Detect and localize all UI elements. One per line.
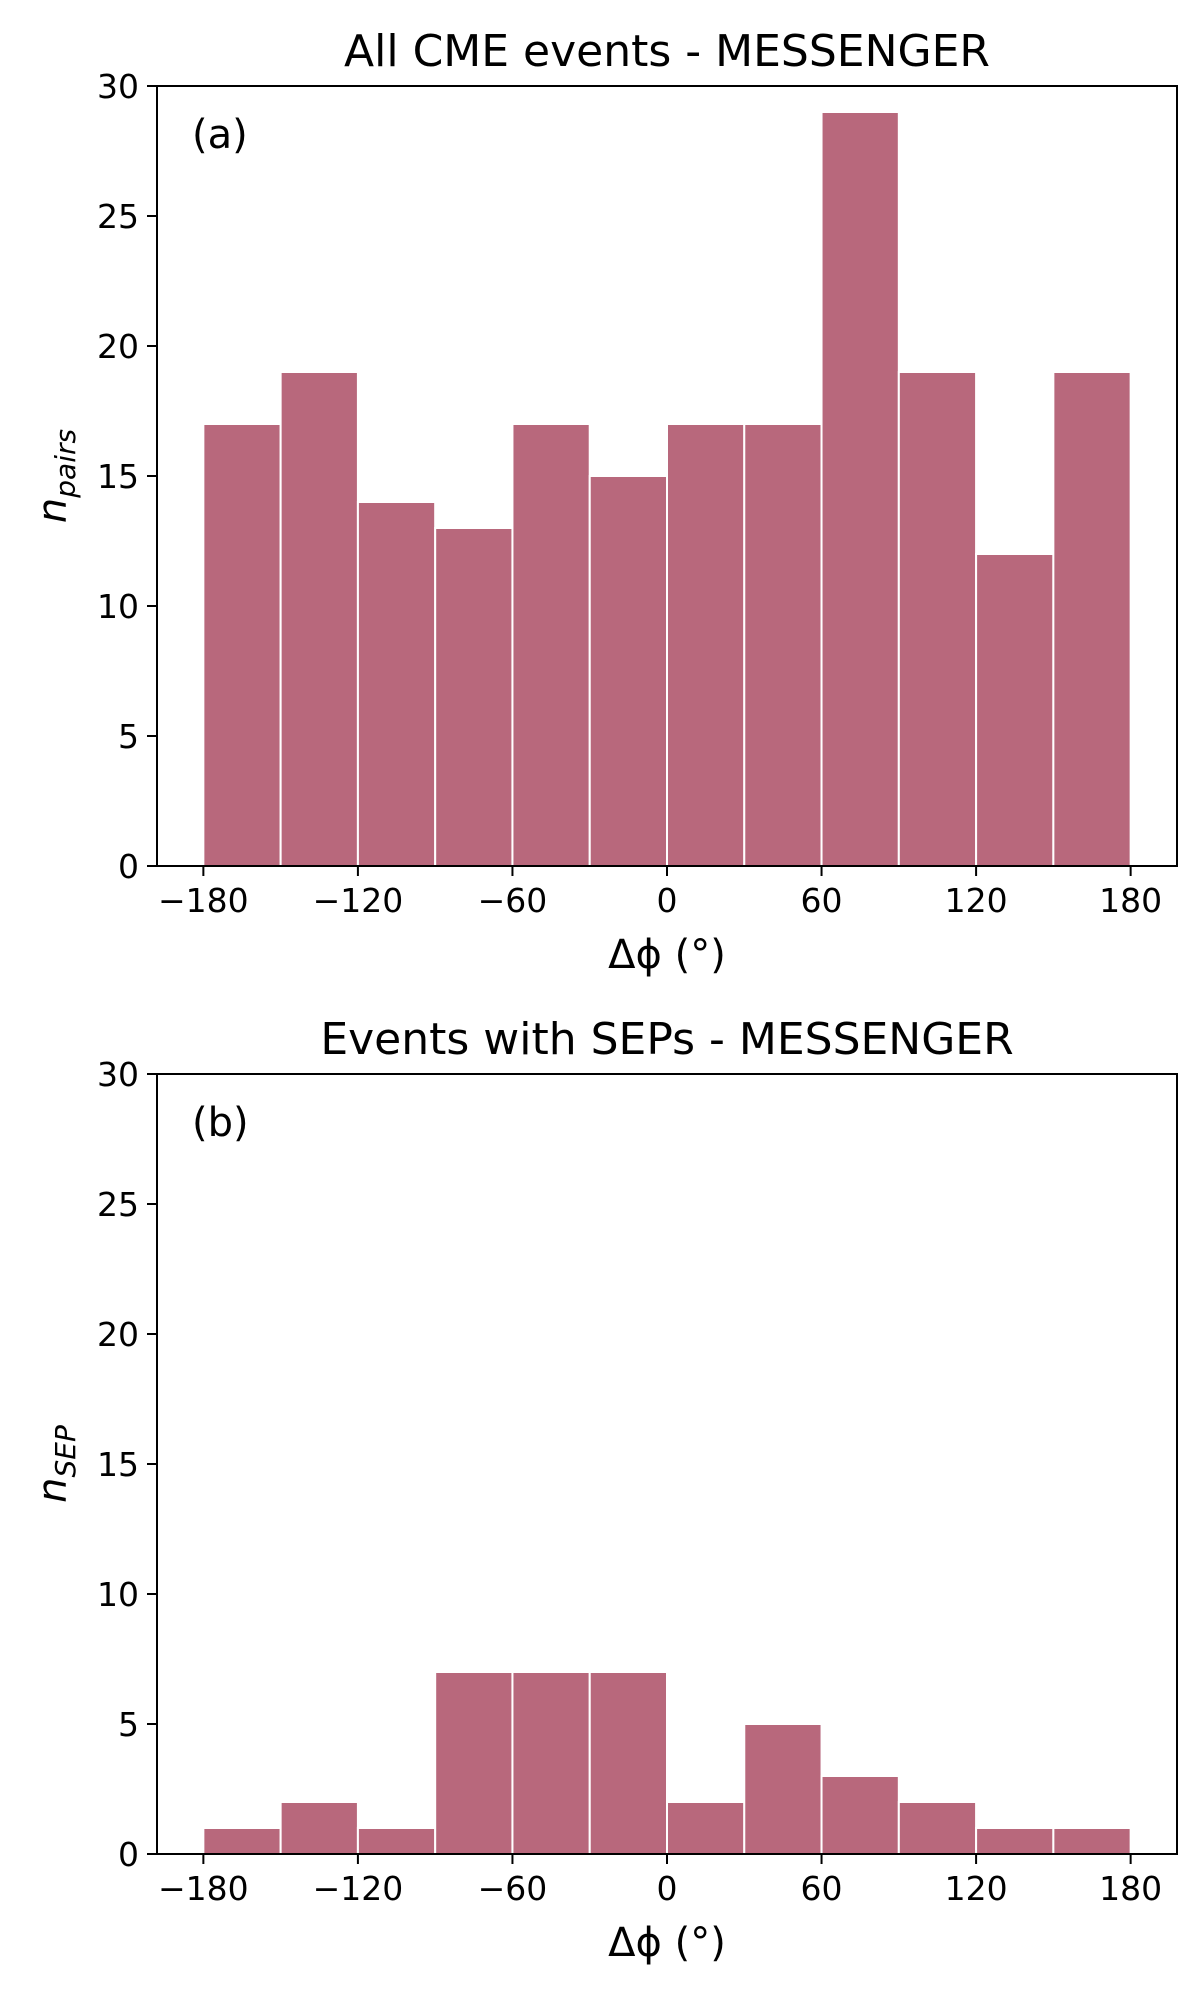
y-tick-label: 0: [118, 1835, 139, 1874]
histogram-bar: [897, 1801, 978, 1855]
histogram-bar: [1052, 1827, 1132, 1855]
panel-a-bars: [202, 111, 1132, 867]
histogram-bar: [356, 1827, 437, 1855]
histogram-bar: [511, 1671, 591, 1855]
x-tick-label: 120: [945, 881, 1008, 920]
x-tick-label: 180: [1099, 1869, 1162, 1908]
y-tick-label: 10: [97, 587, 139, 626]
panel-b-x-axis-label: Δϕ (°): [608, 1920, 726, 1966]
panel-a-y-axis-label: npairs: [30, 429, 82, 523]
y-tick-label: 20: [97, 1315, 139, 1354]
y-tick-label: 15: [97, 1445, 139, 1484]
histogram-bar: [975, 553, 1055, 867]
histogram-bar: [588, 475, 669, 867]
x-tick-label: −120: [313, 1869, 404, 1908]
panel-b-bars: [202, 1671, 1132, 1855]
y-tick-label: 20: [97, 327, 139, 366]
x-tick-label: 0: [657, 1869, 678, 1908]
x-tick-label: 0: [657, 881, 678, 920]
y-tick-label: 25: [97, 1185, 139, 1224]
panel-b: Events with SEPs - MESSENGER −180 −120 −60…: [30, 1014, 1178, 1966]
histogram-bar: [202, 1827, 282, 1855]
panel-a-x-axis-label: Δϕ (°): [608, 932, 726, 978]
histogram-bar: [202, 423, 282, 867]
y-tick-label: 15: [97, 457, 139, 496]
histogram-bar: [434, 1671, 514, 1855]
histogram-bar: [820, 111, 900, 867]
histogram-bar: [666, 1801, 746, 1855]
panel-a-title: All CME events - MESSENGER: [344, 26, 990, 77]
panel-a-ticks: −180 −120 −60 0 60 120 180 0 5 10 15 20 25 30: [97, 67, 1162, 920]
histogram-bar: [897, 371, 978, 867]
histogram-bar: [279, 1801, 359, 1855]
y-tick-label: 5: [118, 1705, 139, 1744]
histogram-bar: [279, 371, 359, 867]
histogram-bar: [743, 423, 823, 867]
panel-a-label: (a): [192, 112, 248, 158]
x-tick-label: 60: [801, 881, 843, 920]
histogram-bar: [588, 1671, 669, 1855]
histogram-bar: [1052, 371, 1132, 867]
x-tick-label: −180: [158, 1869, 249, 1908]
panel-a: All CME events - MESSENGER −180 −120 −60 0 6…: [30, 26, 1178, 978]
panel-b-label: (b): [192, 1100, 249, 1146]
panel-b-y-axis-label-sub: SEP: [49, 1425, 82, 1477]
x-tick-label: −60: [478, 881, 548, 920]
x-tick-label: 180: [1099, 881, 1162, 920]
panel-b-y-axis-label: nSEP: [30, 1425, 82, 1503]
y-tick-label: 0: [118, 847, 139, 886]
x-tick-label: −180: [158, 881, 249, 920]
y-tick-label: 10: [97, 1575, 139, 1614]
y-tick-label: 5: [118, 717, 139, 756]
histogram-bar: [666, 423, 746, 867]
histogram-bar: [434, 527, 514, 867]
histogram-bar: [975, 1827, 1055, 1855]
histogram-bar: [356, 501, 437, 867]
panel-b-y-axis-label-base: n: [30, 1478, 76, 1503]
x-tick-label: −60: [478, 1869, 548, 1908]
histogram-bar: [743, 1723, 823, 1855]
histogram-bar: [820, 1775, 900, 1855]
panel-a-y-axis-label-sub: pairs: [49, 429, 82, 499]
y-tick-label: 25: [97, 197, 139, 236]
x-tick-label: 60: [801, 1869, 843, 1908]
y-tick-label: 30: [97, 67, 139, 106]
y-tick-label: 30: [97, 1055, 139, 1094]
panel-b-title: Events with SEPs - MESSENGER: [320, 1014, 1013, 1065]
x-tick-label: 120: [945, 1869, 1008, 1908]
panel-a-y-axis-label-base: n: [30, 498, 76, 523]
panel-b-ticks: −180 −120 −60 0 60 120 180 0 5 10 15 20 25 30: [97, 1055, 1162, 1908]
x-tick-label: −120: [313, 881, 404, 920]
histogram-bar: [511, 423, 591, 867]
